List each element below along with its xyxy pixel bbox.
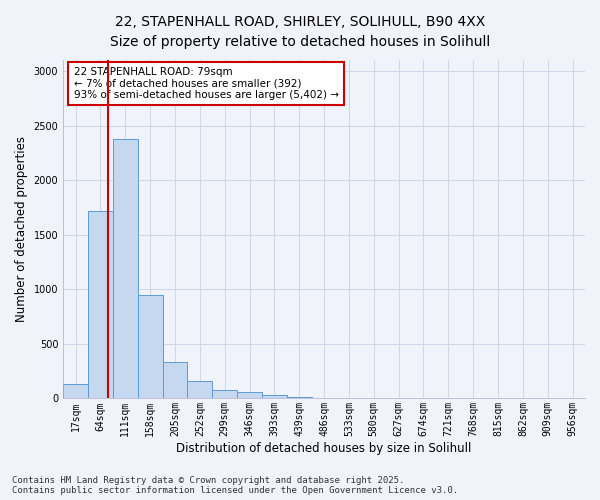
Bar <box>212 390 237 398</box>
Text: Contains HM Land Registry data © Crown copyright and database right 2025.
Contai: Contains HM Land Registry data © Crown c… <box>12 476 458 495</box>
X-axis label: Distribution of detached houses by size in Solihull: Distribution of detached houses by size … <box>176 442 472 455</box>
Bar <box>88 210 113 398</box>
Bar <box>187 382 212 398</box>
Text: Size of property relative to detached houses in Solihull: Size of property relative to detached ho… <box>110 35 490 49</box>
Text: 22 STAPENHALL ROAD: 79sqm
← 7% of detached houses are smaller (392)
93% of semi-: 22 STAPENHALL ROAD: 79sqm ← 7% of detach… <box>74 67 338 100</box>
Bar <box>262 394 287 398</box>
Bar <box>237 392 262 398</box>
Bar <box>287 397 311 398</box>
Bar <box>113 138 138 398</box>
Bar <box>138 294 163 399</box>
Bar <box>163 362 187 398</box>
Bar <box>63 384 88 398</box>
Y-axis label: Number of detached properties: Number of detached properties <box>15 136 28 322</box>
Text: 22, STAPENHALL ROAD, SHIRLEY, SOLIHULL, B90 4XX: 22, STAPENHALL ROAD, SHIRLEY, SOLIHULL, … <box>115 15 485 29</box>
